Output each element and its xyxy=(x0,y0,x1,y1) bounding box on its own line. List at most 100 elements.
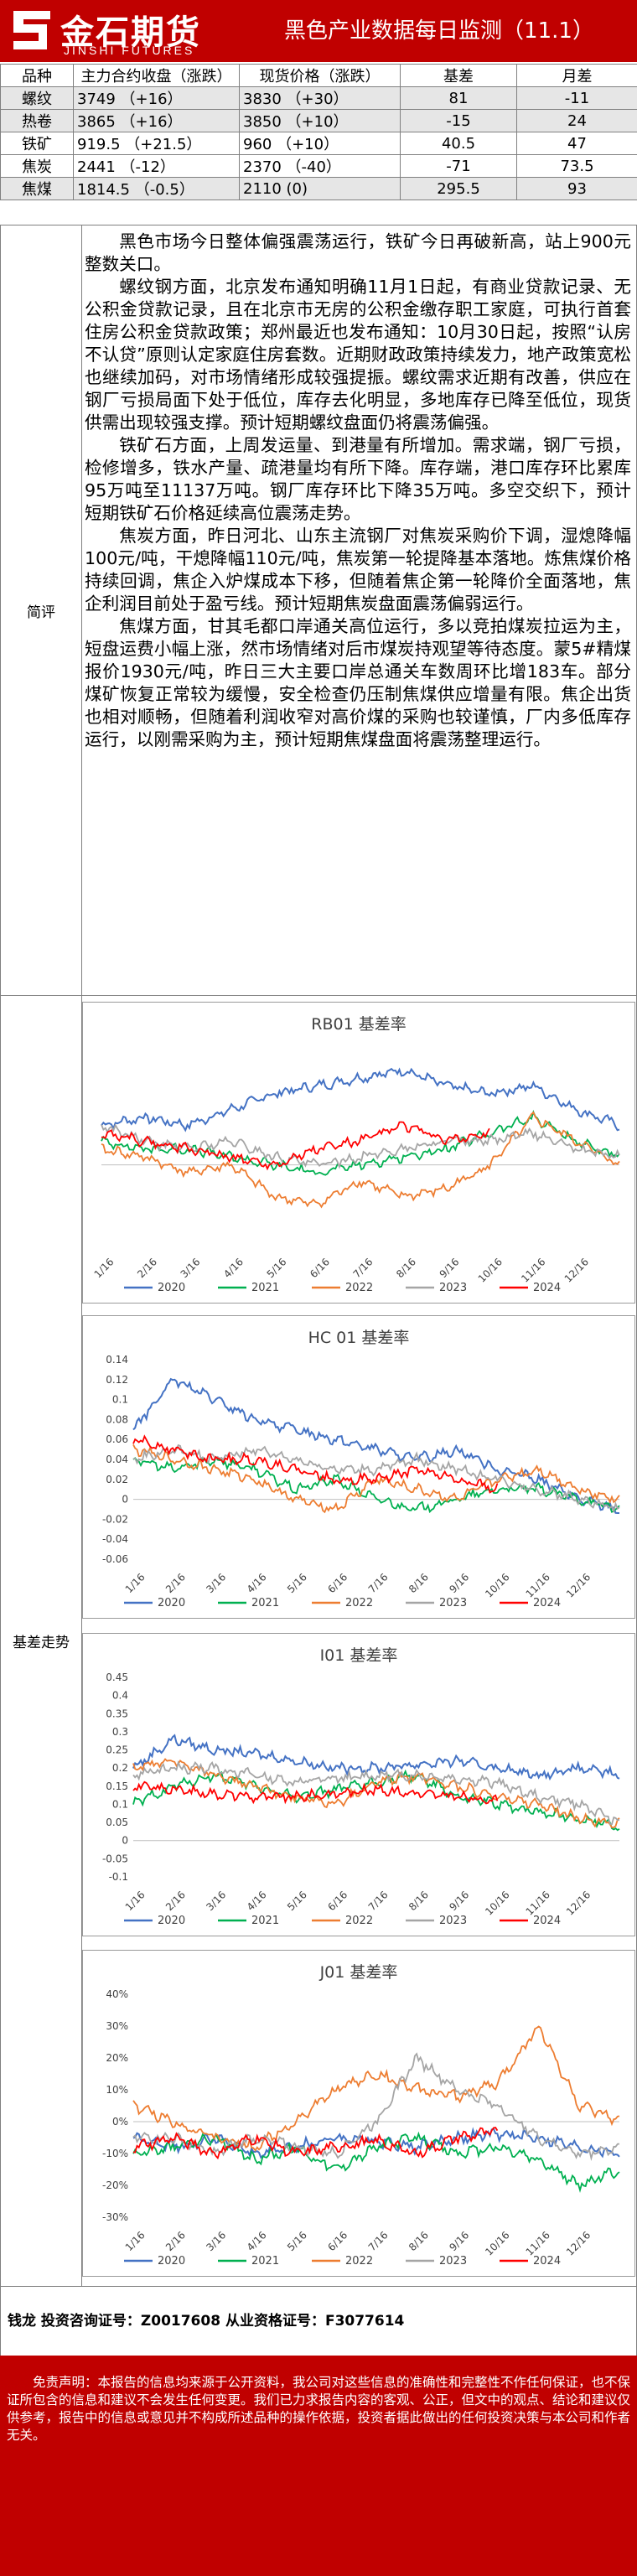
x-tick-label: 6/16 xyxy=(308,1256,332,1280)
x-tick-label: 10/16 xyxy=(483,2229,511,2257)
table-row: 焦炭 2441 （-12） 2370 （-40） -71 73.5 xyxy=(0,154,637,178)
y-tick-label: 0.3 xyxy=(112,1726,128,1738)
x-tick-label: 1/16 xyxy=(92,1256,117,1280)
legend-label: 2021 xyxy=(251,1915,279,1927)
x-tick-label: 9/16 xyxy=(447,1889,471,1913)
series-line-2023 xyxy=(132,1443,620,1514)
x-tick-label: 5/16 xyxy=(265,1256,289,1280)
legend-label: 2024 xyxy=(533,1597,561,1609)
table-row: 铁矿 919.5 （+21.5） 960 （+10） 40.5 47 xyxy=(0,132,637,155)
product-name: 铁矿 xyxy=(0,132,74,155)
x-tick-label: 10/16 xyxy=(476,1256,505,1284)
futures-close: 2441 （-12） xyxy=(73,154,240,178)
x-tick-label: 2/16 xyxy=(163,1571,188,1595)
x-tick-label: 11/16 xyxy=(519,1256,547,1284)
x-tick-label: 9/16 xyxy=(447,1571,471,1595)
y-tick-label: 0.15 xyxy=(106,1780,128,1792)
x-tick-label: 1/16 xyxy=(123,1571,148,1595)
legend-label: 2023 xyxy=(439,1282,467,1294)
futures-close: 919.5 （+21.5） xyxy=(73,132,240,155)
legend-label: 2022 xyxy=(345,1597,373,1609)
y-tick-label: -0.1 xyxy=(109,1871,128,1883)
x-tick-label: 8/16 xyxy=(407,1889,431,1913)
x-tick-label: 5/16 xyxy=(285,1889,309,1913)
x-tick-label: 7/16 xyxy=(366,1889,391,1913)
x-tick-label: 5/16 xyxy=(285,2229,309,2253)
y-tick-label: -30% xyxy=(102,2211,128,2223)
commentary-paragraph: 螺纹钢方面，北京发布通知明确11月1日起，有商业贷款记录、无公积金贷款记录，且在… xyxy=(85,277,631,433)
x-tick-label: 8/16 xyxy=(407,1571,431,1595)
x-tick-label: 3/16 xyxy=(204,1889,228,1913)
x-tick-label: 1/16 xyxy=(123,2229,148,2253)
chart-j01: J01 基差率 40% 30% 20% 10% 0% -10% -20% -30% 1/16 2/1… xyxy=(82,1950,635,2277)
y-tick-label: 0 xyxy=(122,1835,128,1847)
author-info: 钱龙 投资咨询证号：Z0017608 从业资格证号：F3077614 xyxy=(0,2287,637,2356)
legend-label: 2023 xyxy=(439,2255,467,2268)
header-cell: 现货价格（涨跌） xyxy=(239,64,401,87)
basis-value: -71 xyxy=(400,154,517,178)
chart-i01: I01 基差率 0.45 0.4 0.35 0.3 0.25 0.2 0.15 0.1 0.05 0… xyxy=(82,1633,635,1936)
legend-label: 2020 xyxy=(158,1597,185,1609)
series-line-2023 xyxy=(132,2052,620,2162)
header-cell: 品种 xyxy=(0,64,74,87)
commentary-paragraph: 铁矿石方面，上周发运量、到港量有所增加。需求端，钢厂亏损，检修增多，铁水产量、疏… xyxy=(85,435,631,523)
y-tick-label: 0.25 xyxy=(106,1744,128,1756)
x-tick-label: 2/16 xyxy=(163,1889,188,1913)
series-line-2020 xyxy=(132,1377,619,1514)
series-line-2023 xyxy=(132,1760,620,1826)
y-tick-label: 0.08 xyxy=(106,1413,128,1425)
x-tick-label: 3/16 xyxy=(179,1256,203,1280)
y-tick-label: 0.12 xyxy=(106,1374,128,1386)
chart-rb01: RB01 基差率 1/16 2/16 3/16 4/16 5/16 6/16 7/16 8/16… xyxy=(82,1002,635,1304)
x-tick-label: 2/16 xyxy=(135,1256,159,1280)
series-line-2023 xyxy=(101,1123,620,1169)
commentary-paragraph: 焦炭方面，昨日河北、山东主流钢厂对焦炭采购价下调，湿熄降幅100元/吨，干熄降幅… xyxy=(85,526,631,614)
x-tick-label: 8/16 xyxy=(407,2229,431,2253)
x-tick-label: 1/16 xyxy=(123,1889,148,1913)
product-name: 焦炭 xyxy=(0,154,74,178)
commentary-text: 黑色市场今日整体偏强震荡运行，铁矿今日再破新高，站上900元整数关口。 螺纹钢方… xyxy=(85,231,631,751)
y-tick-label: -10% xyxy=(102,2148,128,2159)
series-line-2024 xyxy=(132,1780,499,1805)
series-line-2024 xyxy=(132,2127,499,2160)
report-header: 金石期货 JINSHI FUTURES 黑色产业数据每日监测（11.1） xyxy=(0,0,637,62)
legend-label: 2022 xyxy=(345,1282,373,1294)
header-cell: 主力合约收盘（涨跌） xyxy=(73,64,240,87)
legend-label: 2024 xyxy=(533,2255,561,2268)
x-tick-label: 4/16 xyxy=(245,1889,269,1913)
legend-label: 2023 xyxy=(439,1915,467,1927)
spread-value: 47 xyxy=(516,132,637,155)
legend-label: 2020 xyxy=(158,1282,185,1294)
series-line-2021 xyxy=(132,1769,620,1832)
spot-price: 3850 （+10） xyxy=(239,109,401,132)
x-tick-label: 12/16 xyxy=(564,2229,593,2257)
series-line-2020 xyxy=(101,1067,620,1133)
report-title: 黑色产业数据每日监测（11.1） xyxy=(241,0,637,62)
y-tick-label: -20% xyxy=(102,2179,128,2191)
x-tick-label: 7/16 xyxy=(366,2229,391,2253)
futures-close: 1814.5 （-0.5） xyxy=(73,177,240,200)
x-tick-label: 5/16 xyxy=(285,1571,309,1595)
series-line-2024 xyxy=(132,1434,499,1494)
legend-label: 2020 xyxy=(158,2255,185,2268)
y-tick-label: 0.1 xyxy=(112,1394,128,1406)
x-tick-label: 6/16 xyxy=(325,1889,350,1913)
x-tick-label: 12/16 xyxy=(564,1571,593,1599)
chart-title: RB01 基差率 xyxy=(311,1015,406,1034)
series-line-2024 xyxy=(101,1121,490,1171)
legend-label: 2021 xyxy=(251,2255,279,2268)
x-tick-label: 4/16 xyxy=(221,1256,246,1280)
author-credentials: 钱龙 投资咨询证号：Z0017608 从业资格证号：F3077614 xyxy=(8,2313,405,2330)
x-tick-label: 6/16 xyxy=(325,2229,350,2253)
legend-label: 2021 xyxy=(251,1597,279,1609)
y-tick-label: -0.02 xyxy=(102,1513,128,1525)
spot-price: 3830 （+30） xyxy=(239,86,401,110)
legend-label: 2022 xyxy=(345,1915,373,1927)
chart-rb01-svg: RB01 基差率 1/16 2/16 3/16 4/16 5/16 6/16 7/16 8/16… xyxy=(92,1015,620,1294)
table-row: 螺纹 3749 （+16） 3830 （+30） 81 -11 xyxy=(0,86,637,110)
chart-title: I01 基差率 xyxy=(320,1646,398,1665)
chart-title: J01 基差率 xyxy=(319,1963,398,1982)
y-tick-label: 10% xyxy=(106,2084,128,2096)
series-line-2022 xyxy=(132,1758,620,1828)
x-tick-label: 3/16 xyxy=(204,2229,228,2253)
